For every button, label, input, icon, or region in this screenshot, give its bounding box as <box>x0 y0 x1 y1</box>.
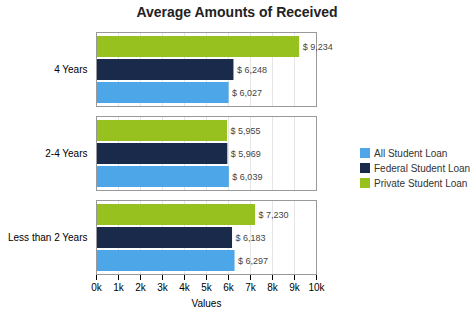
svg-text:5k: 5k <box>201 282 213 293</box>
svg-text:4 Years: 4 Years <box>54 64 87 75</box>
svg-text:3k: 3k <box>157 282 169 293</box>
svg-text:$ 9,234: $ 9,234 <box>303 42 333 52</box>
svg-text:Less than 2 Years: Less than 2 Years <box>8 232 88 243</box>
svg-text:$ 6,027: $ 6,027 <box>232 88 262 98</box>
svg-text:$ 6,297: $ 6,297 <box>238 256 268 266</box>
html-text:All Student Loan: All Student Loan <box>374 147 448 159</box>
html-text:Private Student Loan: Private Student Loan <box>374 177 468 189</box>
svg-text:2-4 Years: 2-4 Years <box>45 148 87 159</box>
svg-text:6k: 6k <box>223 282 235 293</box>
html-text:Average Amounts of Received: Average Amounts of Received <box>136 4 338 20</box>
svg-text:$ 7,230: $ 7,230 <box>259 210 289 220</box>
svg-text:10k: 10k <box>308 282 325 293</box>
svg-text:8k: 8k <box>267 282 279 293</box>
svg-text:4k: 4k <box>179 282 191 293</box>
svg-text:$ 6,183: $ 6,183 <box>236 233 266 243</box>
svg-text:$ 6,248: $ 6,248 <box>237 65 267 75</box>
svg-text:$ 6,039: $ 6,039 <box>232 172 262 182</box>
svg-text:Values: Values <box>192 298 222 309</box>
svg-text:7k: 7k <box>245 282 257 293</box>
svg-text:0k: 0k <box>91 282 103 293</box>
svg-text:2k: 2k <box>135 282 147 293</box>
svg-text:1k: 1k <box>113 282 125 293</box>
svg-text:$ 5,969: $ 5,969 <box>231 149 261 159</box>
html-text:Federal Student Loan: Federal Student Loan <box>374 162 471 174</box>
svg-text:$ 5,955: $ 5,955 <box>231 126 261 136</box>
svg-text:9k: 9k <box>289 282 301 293</box>
